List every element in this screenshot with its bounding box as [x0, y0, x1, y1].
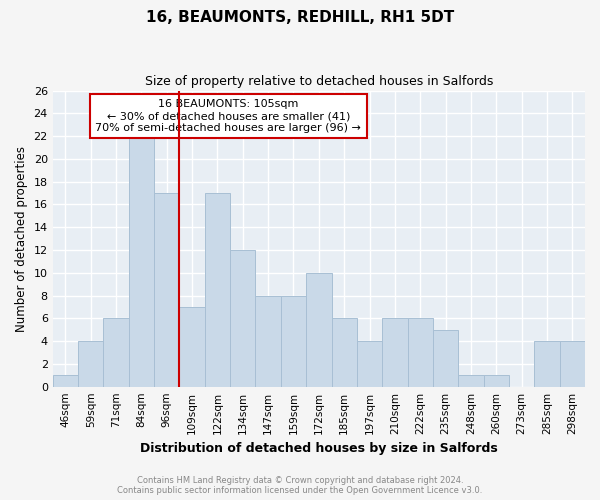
X-axis label: Distribution of detached houses by size in Salfords: Distribution of detached houses by size …: [140, 442, 498, 455]
Bar: [407, 318, 433, 386]
Bar: [78, 341, 103, 386]
Bar: [129, 136, 154, 386]
Bar: [256, 296, 281, 386]
Text: Contains HM Land Registry data © Crown copyright and database right 2024.
Contai: Contains HM Land Registry data © Crown c…: [118, 476, 482, 495]
Bar: [230, 250, 256, 386]
Bar: [306, 273, 332, 386]
Bar: [154, 193, 179, 386]
Bar: [382, 318, 407, 386]
Bar: [179, 307, 205, 386]
Text: 16, BEAUMONTS, REDHILL, RH1 5DT: 16, BEAUMONTS, REDHILL, RH1 5DT: [146, 10, 454, 25]
Bar: [281, 296, 306, 386]
Bar: [433, 330, 458, 386]
Bar: [53, 376, 78, 386]
Bar: [332, 318, 357, 386]
Bar: [560, 341, 585, 386]
Bar: [535, 341, 560, 386]
Bar: [357, 341, 382, 386]
Title: Size of property relative to detached houses in Salfords: Size of property relative to detached ho…: [145, 75, 493, 88]
Text: 16 BEAUMONTS: 105sqm
← 30% of detached houses are smaller (41)
70% of semi-detac: 16 BEAUMONTS: 105sqm ← 30% of detached h…: [95, 100, 361, 132]
Bar: [484, 376, 509, 386]
Y-axis label: Number of detached properties: Number of detached properties: [15, 146, 28, 332]
Bar: [205, 193, 230, 386]
Bar: [458, 376, 484, 386]
Bar: [103, 318, 129, 386]
